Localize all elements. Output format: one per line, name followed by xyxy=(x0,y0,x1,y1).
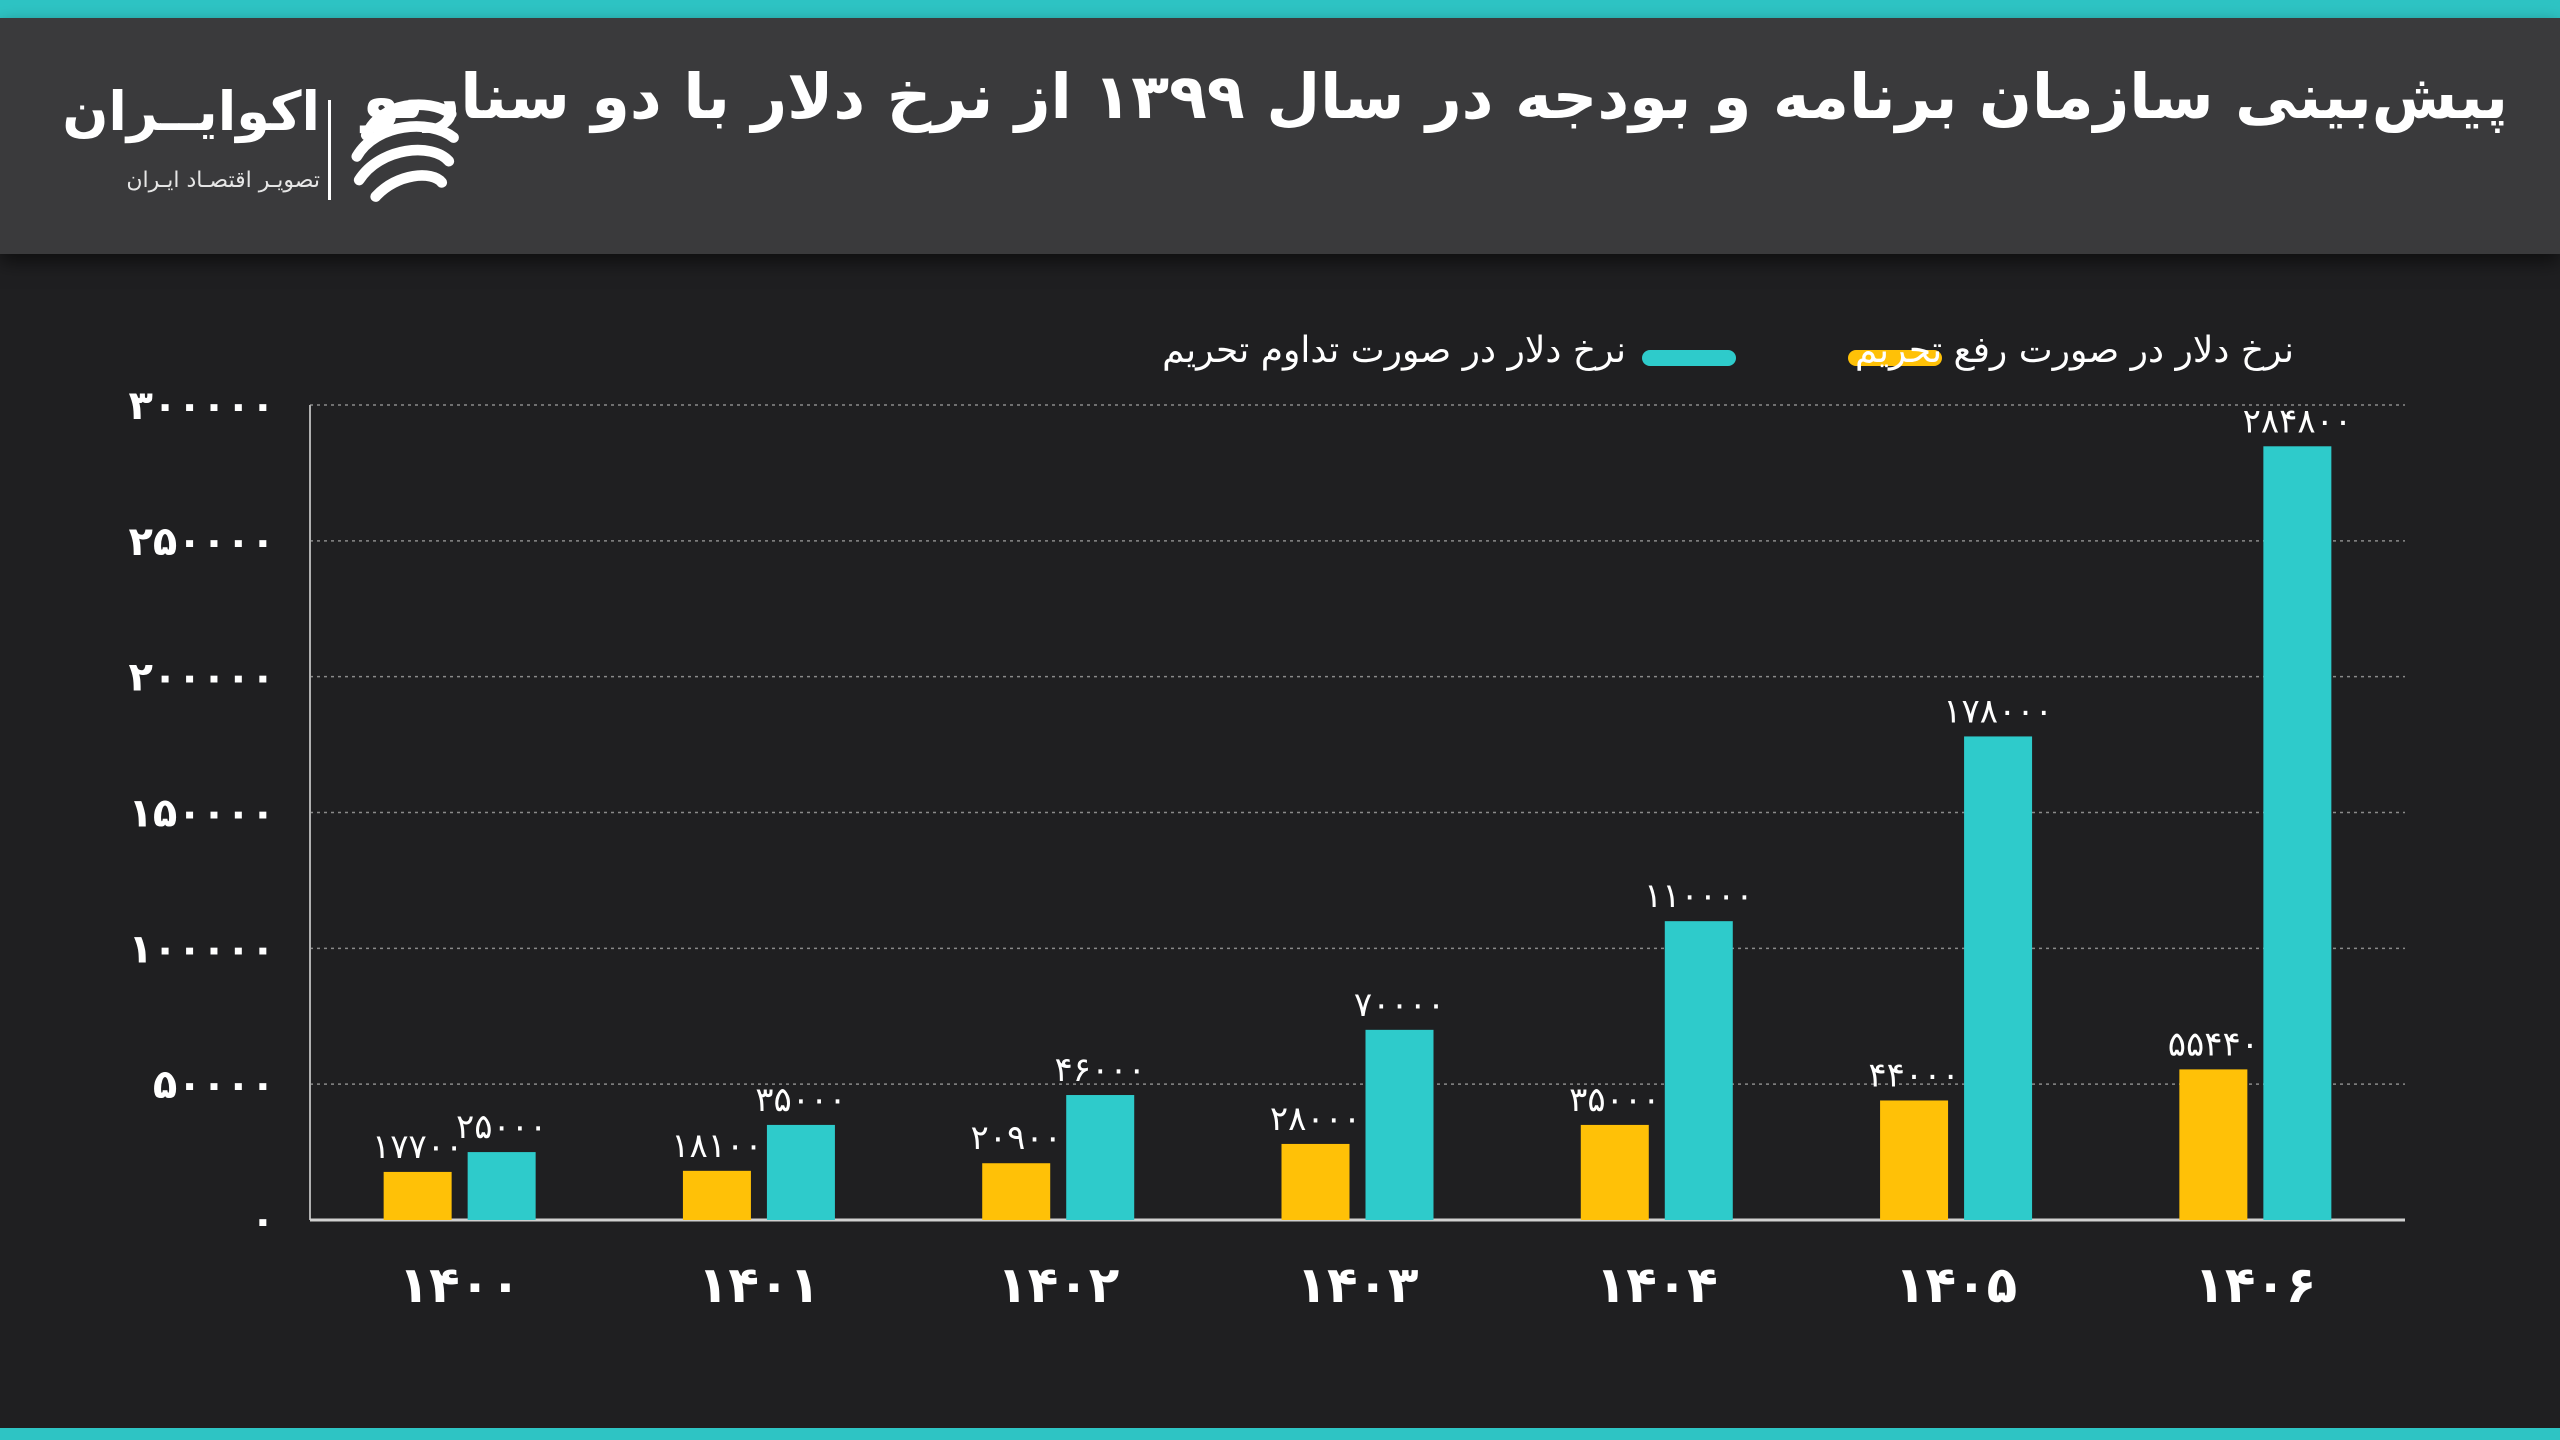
data-label: ۲۵۰۰۰ xyxy=(456,1107,547,1147)
x-tick-label: ۱۴۰۳ xyxy=(1296,1256,1418,1314)
y-tick-label: ۰ xyxy=(251,1198,275,1244)
y-tick-label: ۱۰۰۰۰۰ xyxy=(129,926,275,972)
bar xyxy=(2179,1069,2248,1220)
y-tick-label: ۲۵۰۰۰۰ xyxy=(129,519,275,565)
data-label: ۴۴۰۰۰ xyxy=(1868,1055,1959,1095)
bar xyxy=(1880,1100,1949,1220)
y-tick-label: ۵۰۰۰۰ xyxy=(153,1062,275,1108)
x-tick-label: ۱۴۰۲ xyxy=(997,1256,1119,1314)
data-label: ۱۱۰۰۰۰ xyxy=(1644,876,1754,916)
bar xyxy=(467,1152,536,1220)
data-label: ۳۵۰۰۰ xyxy=(1569,1080,1660,1120)
x-tick-label: ۱۴۰۴ xyxy=(1596,1256,1718,1314)
data-label: ۲۰۹۰۰ xyxy=(971,1118,1062,1158)
bar xyxy=(1964,736,2033,1220)
x-tick-label: ۱۴۰۱ xyxy=(698,1256,820,1314)
legend-label-continue: نرخ دلار در صورت تداوم تحریم xyxy=(1162,330,1626,371)
bar xyxy=(1580,1124,1649,1220)
x-tick-label: ۱۴۰۰ xyxy=(399,1256,521,1314)
brand-logo: اکوایــران تصویـر اقتصـاد ایـران xyxy=(62,80,470,210)
bar xyxy=(1281,1143,1350,1220)
logo-tagline: تصویـر اقتصـاد ایـران xyxy=(126,168,320,193)
y-tick-label: ۱۵۰۰۰۰ xyxy=(129,791,275,837)
data-label: ۱۸۱۰۰ xyxy=(671,1126,762,1166)
bar xyxy=(766,1124,835,1220)
data-label: ۱۷۷۰۰ xyxy=(372,1127,463,1167)
x-tick-label: ۱۴۰۵ xyxy=(1895,1256,2017,1314)
x-tick-label: ۱۴۰۶ xyxy=(2194,1256,2316,1314)
page-title: پیش‌بینی سازمان برنامه و بودجه در سال ۱۳… xyxy=(362,60,2508,133)
logo-divider xyxy=(328,100,331,200)
bar xyxy=(1066,1095,1135,1220)
bar xyxy=(982,1163,1051,1220)
bar xyxy=(383,1171,452,1220)
bar xyxy=(682,1170,751,1220)
y-tick-label: ۳۰۰۰۰۰ xyxy=(129,383,275,429)
data-label: ۳۵۰۰۰ xyxy=(755,1080,846,1120)
header-bar: پیش‌بینی سازمان برنامه و بودجه در سال ۱۳… xyxy=(0,18,2560,254)
bottom-accent-stripe xyxy=(0,1428,2560,1440)
bar xyxy=(2263,446,2332,1220)
data-label: ۲۸۴۸۰۰ xyxy=(2243,401,2353,441)
data-label: ۷۰۰۰۰ xyxy=(1354,985,1445,1025)
y-tick-label: ۲۰۰۰۰۰ xyxy=(129,655,275,701)
legend-label-lift: نرخ دلار در صورت رفع تحریم xyxy=(1855,330,2294,371)
data-label: ۲۸۰۰۰ xyxy=(1270,1099,1361,1139)
bar xyxy=(1365,1029,1434,1220)
top-accent-stripe xyxy=(0,0,2560,18)
data-label: ۵۵۴۴۰ xyxy=(2168,1024,2259,1064)
logo-name: اکوایــران xyxy=(62,80,320,143)
data-label: ۱۷۸۰۰۰ xyxy=(1943,691,2053,731)
bar xyxy=(1664,921,1733,1220)
legend-swatch-lift xyxy=(1848,350,1942,366)
data-label: ۴۶۰۰۰ xyxy=(1055,1050,1146,1090)
legend-swatch-continue xyxy=(1642,350,1736,366)
ecoiran-swirl-icon xyxy=(351,99,459,202)
